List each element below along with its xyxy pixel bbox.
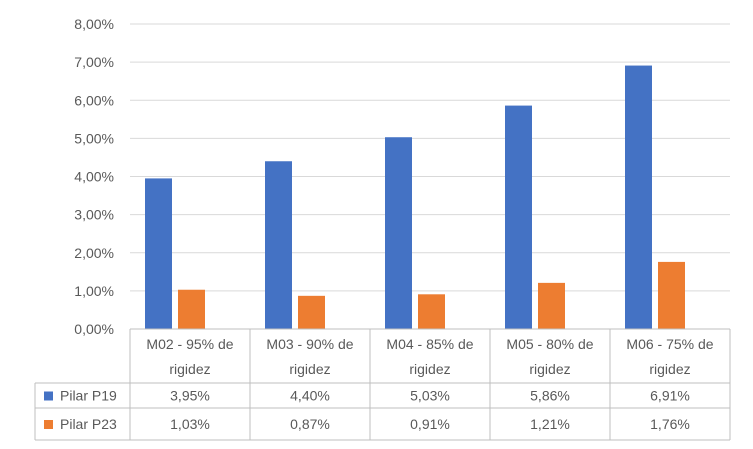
data-table-value: 0,87% xyxy=(290,416,330,432)
y-tick-label: 3,00% xyxy=(74,207,114,223)
y-tick-label: 8,00% xyxy=(74,16,114,32)
bar-pilar-p23 xyxy=(418,294,445,329)
bar-pilar-p19 xyxy=(265,161,292,329)
x-tick-label: M04 - 85% de xyxy=(386,336,473,352)
bar-pilar-p23 xyxy=(658,261,685,329)
x-tick-label: rigidez xyxy=(649,361,690,377)
data-table-value: 3,95% xyxy=(170,388,210,404)
y-tick-label: 7,00% xyxy=(74,54,114,70)
y-tick-label: 0,00% xyxy=(74,321,114,337)
legend-label: Pilar P19 xyxy=(60,388,117,404)
y-tick-label: 4,00% xyxy=(74,169,114,185)
legend-swatch xyxy=(44,391,53,401)
x-tick-label: rigidez xyxy=(409,361,450,377)
bar-pilar-p19 xyxy=(625,65,652,330)
data-table-value: 1,03% xyxy=(170,416,210,432)
bar-pilar-p19 xyxy=(505,105,532,330)
data-table-value: 0,91% xyxy=(410,416,450,432)
bar-pilar-p23 xyxy=(298,295,325,329)
x-tick-label: M02 - 95% de xyxy=(146,336,233,352)
y-tick-label: 1,00% xyxy=(74,283,114,299)
data-table-value: 4,40% xyxy=(290,388,330,404)
data-table-value: 5,86% xyxy=(530,388,570,404)
legend-swatch xyxy=(44,420,53,429)
x-tick-label: M03 - 90% de xyxy=(266,336,353,352)
x-tick-label: rigidez xyxy=(289,361,330,377)
data-table-value: 1,21% xyxy=(530,416,570,432)
bar-pilar-p23 xyxy=(538,282,565,329)
x-tick-label: M06 - 75% de xyxy=(626,336,713,352)
x-tick-label: rigidez xyxy=(529,361,570,377)
y-tick-label: 6,00% xyxy=(74,92,114,108)
legend-label: Pilar P23 xyxy=(60,416,117,432)
bar-pilar-p19 xyxy=(385,137,412,329)
x-tick-label: rigidez xyxy=(169,361,210,377)
data-table-value: 5,03% xyxy=(410,388,450,404)
y-tick-label: 2,00% xyxy=(74,245,114,261)
y-tick-label: 5,00% xyxy=(74,130,114,146)
bar-pilar-p23 xyxy=(178,289,205,329)
bar-pilar-p19 xyxy=(145,178,172,329)
data-table-value: 6,91% xyxy=(650,388,690,404)
x-tick-label: M05 - 80% de xyxy=(506,336,593,352)
data-table-value: 1,76% xyxy=(650,416,690,432)
